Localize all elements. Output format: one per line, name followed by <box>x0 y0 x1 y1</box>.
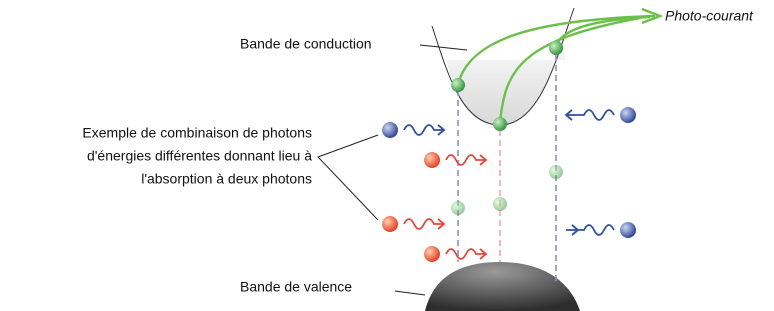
photon-wave <box>446 155 486 165</box>
photon-wave <box>566 110 614 120</box>
conduction-fill <box>446 30 565 125</box>
virtual-state <box>493 197 507 211</box>
electron <box>549 41 563 55</box>
electron <box>493 117 507 131</box>
photon <box>382 216 398 232</box>
photon-wave <box>404 219 444 229</box>
label: Bande de conduction <box>240 36 372 52</box>
photon-wave <box>446 249 486 259</box>
virtual-state <box>451 201 465 215</box>
caption-line: d'énergies différentes donnant lieu à <box>87 148 312 164</box>
photon <box>382 122 398 138</box>
caption-line: Exemple de combinaison de photons <box>82 125 312 141</box>
caption-line: l'absorption à deux photons <box>141 171 312 187</box>
leader-line <box>395 291 425 295</box>
label: Bande de valence <box>240 279 352 295</box>
virtual-state <box>549 165 563 179</box>
photon <box>620 107 636 123</box>
leader-line <box>420 45 467 50</box>
diagram: Bande de conduction Photo-courant Bande … <box>0 0 774 311</box>
label: Photo-courant <box>665 8 754 24</box>
electron <box>451 78 465 92</box>
bracket <box>318 135 378 220</box>
photon-wave <box>566 225 614 235</box>
photon-wave <box>404 125 444 135</box>
photon <box>424 246 440 262</box>
photon <box>620 222 636 238</box>
photon <box>424 152 440 168</box>
